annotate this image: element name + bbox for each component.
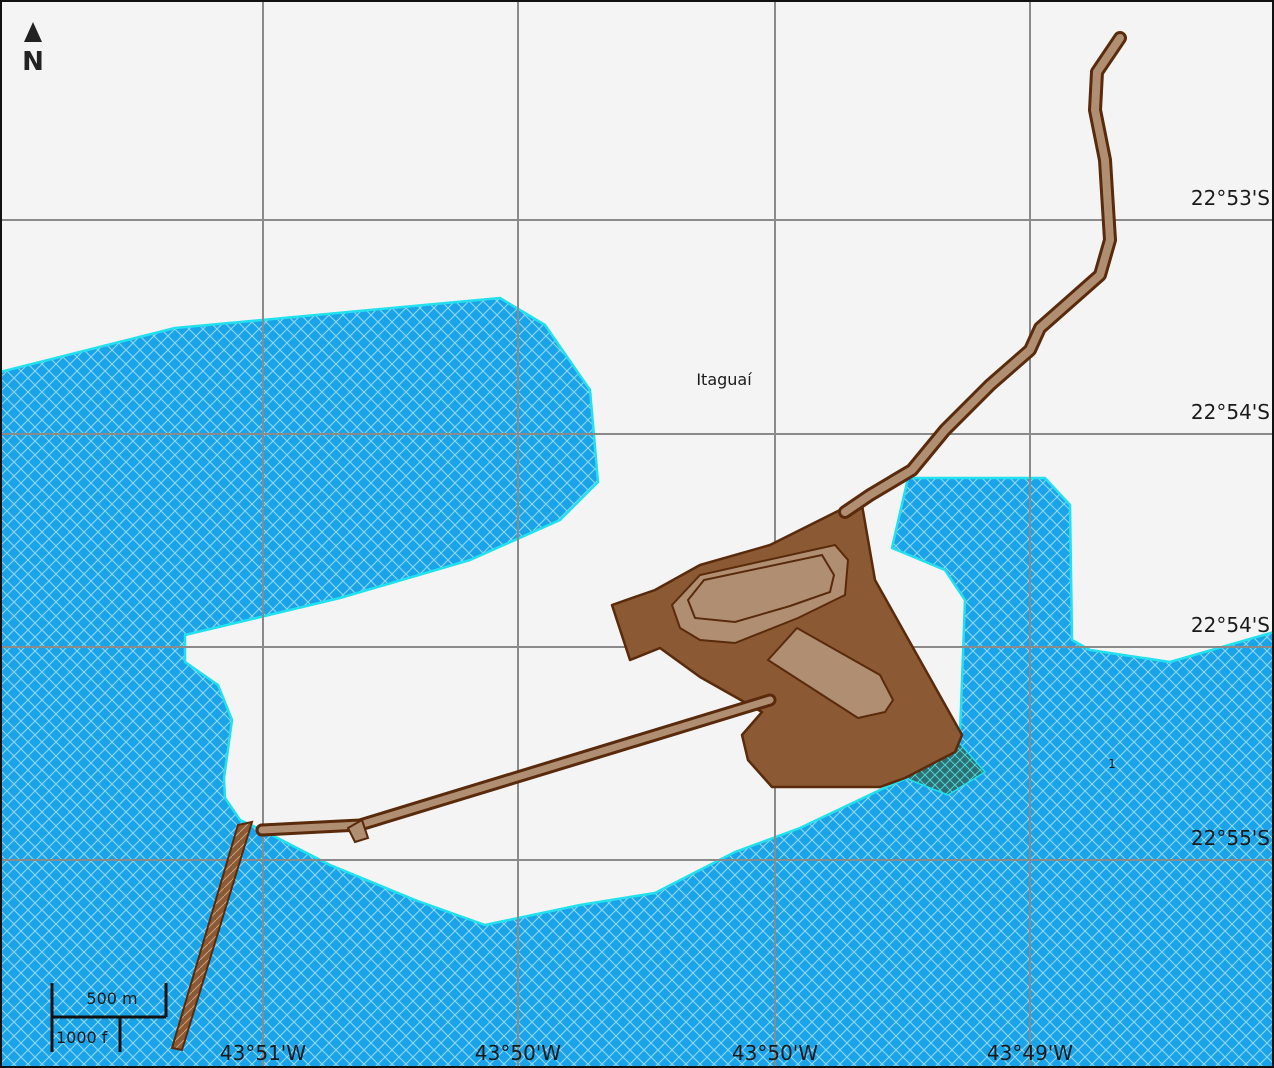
north-arrow-icon: N bbox=[22, 22, 44, 77]
latitude-label-3: 22°54'S bbox=[1191, 613, 1270, 637]
access-road-north-fill bbox=[841, 34, 1124, 516]
latitude-label-2: 22°54'S bbox=[1191, 400, 1270, 424]
longitude-label-2: 43°50'W bbox=[475, 1041, 561, 1065]
longitude-label-1: 43°51'W bbox=[220, 1041, 306, 1065]
latitude-label-1: 22°53'S bbox=[1191, 186, 1270, 210]
scale-imperial-label: 1000 f bbox=[56, 1028, 108, 1047]
place-label-itaguai[interactable]: Itaguaí bbox=[696, 370, 752, 389]
facility-building-upper[interactable] bbox=[686, 553, 836, 624]
marker-label: 1 bbox=[1108, 757, 1116, 771]
water-body-main bbox=[0, 296, 1274, 1068]
latitude-label-4: 22°55'S bbox=[1191, 826, 1270, 850]
longitude-label-3: 43°50'W bbox=[732, 1041, 818, 1065]
scale-metric-label: 500 m bbox=[86, 989, 137, 1008]
facility-building-lower[interactable] bbox=[766, 626, 895, 720]
longitude-label-4: 43°49'W bbox=[987, 1041, 1073, 1065]
scale-bar bbox=[50, 983, 168, 1052]
pier-joint bbox=[346, 818, 370, 844]
north-label: N bbox=[22, 47, 44, 77]
jetty-south[interactable] bbox=[170, 820, 254, 1052]
